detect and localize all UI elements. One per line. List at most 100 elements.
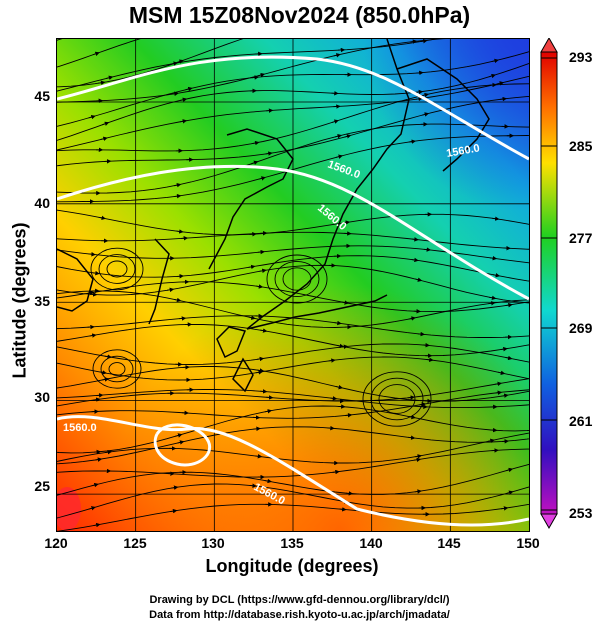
wind-arrow-icon <box>414 489 422 494</box>
streamline <box>57 389 529 409</box>
streamline <box>57 135 529 203</box>
colorbar-scale <box>540 51 558 515</box>
colorbar-tick-label: 285 <box>569 138 593 154</box>
wind-arrow-icon <box>258 176 266 181</box>
wind-arrow-icon <box>408 139 417 144</box>
wind-arrow-icon <box>177 440 185 445</box>
wind-arrow-icon <box>251 75 260 80</box>
wind-arrow-icon <box>253 426 261 432</box>
wind-arrow-icon <box>264 478 272 484</box>
wind-streamlines <box>57 39 529 531</box>
y-tick-label: 25 <box>34 478 50 494</box>
streamline <box>57 356 529 381</box>
wind-arrow-icon <box>88 114 96 120</box>
wind-arrow-icon <box>333 53 341 58</box>
streamline <box>57 389 529 419</box>
vortex-streamline <box>106 260 128 278</box>
wind-arrow-icon <box>100 136 108 141</box>
wind-arrow-icon <box>489 295 497 301</box>
streamline <box>57 83 529 152</box>
streamline <box>57 255 529 282</box>
streamline <box>57 503 529 531</box>
streamline <box>57 63 529 141</box>
wind-arrow-icon <box>88 252 96 257</box>
x-tick-label: 130 <box>201 535 225 551</box>
vortex-streamline <box>108 362 126 376</box>
wind-arrow-icon <box>488 301 496 306</box>
streamline <box>57 290 529 328</box>
wind-arrow-icon <box>342 220 351 225</box>
vortex-streamline <box>90 247 144 291</box>
x-tick-label: 140 <box>359 535 383 551</box>
wind-arrow-icon <box>185 86 193 92</box>
wind-arrow-icon <box>501 506 509 511</box>
wind-arrow-icon <box>334 320 342 326</box>
wind-arrow-icon <box>265 151 273 156</box>
wind-arrow-icon <box>248 315 256 320</box>
wind-arrow-icon <box>415 96 423 102</box>
colorbar <box>540 38 558 530</box>
wind-arrow-icon <box>92 270 100 276</box>
streamline <box>57 75 529 151</box>
streamline <box>57 323 529 357</box>
streamline <box>57 39 244 88</box>
wind-arrow-icon <box>336 343 345 349</box>
wind-arrow-icon <box>426 357 434 363</box>
wind-arrow-icon <box>94 457 103 462</box>
wind-arrow-icon <box>499 96 508 102</box>
wind-arrow-icon <box>505 355 513 361</box>
wind-arrow-icon <box>420 39 428 44</box>
streamline <box>57 426 529 465</box>
wind-arrow-icon <box>415 89 424 95</box>
wind-arrow-icon <box>334 133 343 139</box>
colorbar-tick-label: 261 <box>569 413 593 429</box>
wind-arrow-icon <box>496 81 505 86</box>
wind-arrow-icon <box>414 277 423 282</box>
wind-arrow-icon <box>408 435 416 440</box>
warm-spot-taiwan <box>57 487 81 531</box>
wind-arrow-icon <box>423 247 432 252</box>
contour-label: 1560.0 <box>63 422 97 434</box>
wind-arrow-icon <box>260 328 268 333</box>
wind-arrow-icon <box>341 300 349 305</box>
streamline <box>57 432 529 464</box>
vortex-streamline <box>92 349 142 389</box>
wind-arrow-icon <box>491 58 499 64</box>
coastlines <box>57 39 490 393</box>
wind-arrow-icon <box>179 119 188 124</box>
wind-arrow-icon <box>411 257 419 263</box>
wind-arrow-icon <box>328 358 336 363</box>
wind-arrow-icon <box>259 268 267 274</box>
wind-arrow-icon <box>345 412 353 418</box>
wind-arrow-icon <box>506 490 514 495</box>
wind-arrow-icon <box>176 229 184 234</box>
wind-arrow-icon <box>101 377 110 382</box>
wind-arrow-icon <box>248 264 256 270</box>
wind-arrow-icon <box>171 485 179 490</box>
wind-arrow-icon <box>413 457 422 463</box>
contour-label: 1560.0 <box>445 142 480 160</box>
wind-arrow-icon <box>171 91 179 96</box>
streamline <box>57 405 529 454</box>
credit-data-source: Data from http://database.rish.kyoto-u.a… <box>149 609 450 621</box>
wind-arrow-icon <box>174 193 182 199</box>
x-tick-label: 135 <box>280 535 304 551</box>
vortex-streamline <box>98 254 136 284</box>
streamline <box>57 448 529 478</box>
colorbar-tick-label: 293 <box>569 49 593 65</box>
wind-arrow-icon <box>488 73 496 79</box>
x-tick-label: 145 <box>437 535 461 551</box>
streamline <box>57 245 529 264</box>
y-tick-label: 30 <box>34 389 50 405</box>
streamline <box>57 483 529 519</box>
y-axis-label: Latitude (degrees) <box>9 222 30 379</box>
wind-arrow-icon <box>492 273 501 278</box>
wind-arrow-icon <box>487 438 495 444</box>
triangle-down-icon <box>540 513 558 530</box>
wind-arrow-icon <box>93 522 101 528</box>
streamline <box>57 378 529 407</box>
wind-arrow-icon <box>501 393 509 398</box>
wind-arrow-icon <box>92 51 100 56</box>
streamline <box>57 366 529 402</box>
streamline <box>57 264 529 304</box>
